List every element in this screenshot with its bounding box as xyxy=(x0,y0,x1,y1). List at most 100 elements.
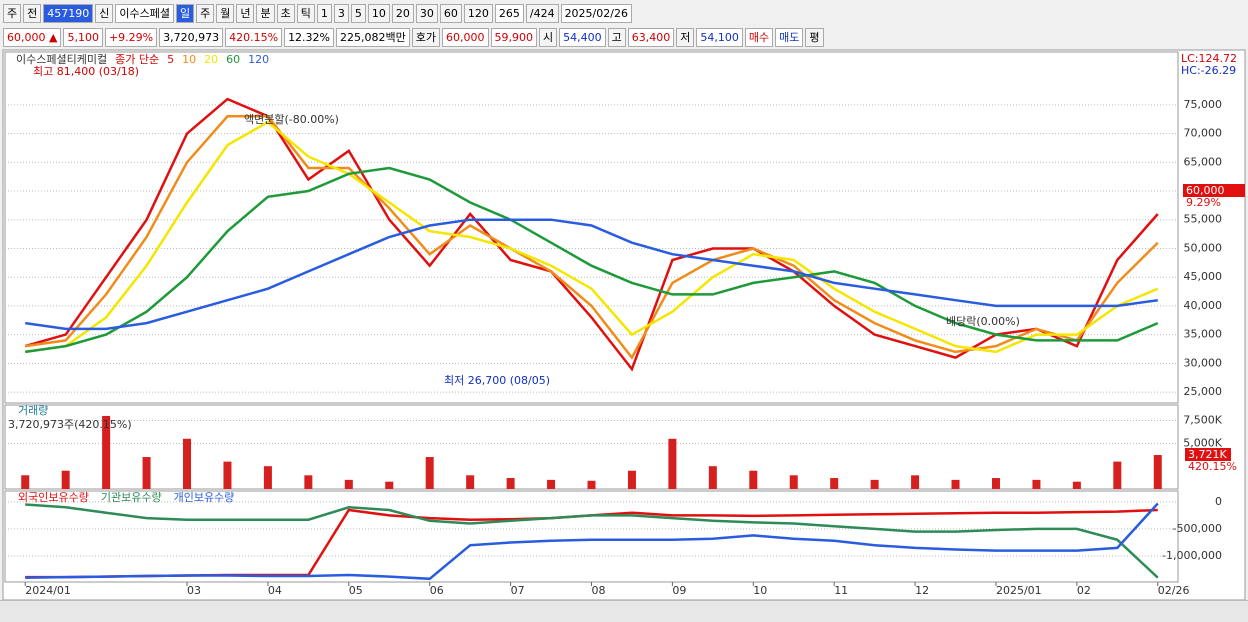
legend-entry: 20 xyxy=(204,53,218,66)
legend-entry: 10 xyxy=(182,53,196,66)
code-input[interactable]: 457190 xyxy=(43,4,94,23)
volume-bar xyxy=(547,479,556,489)
quote-ask: 60,000 xyxy=(442,28,489,47)
last-volume: 3,721K xyxy=(1188,448,1227,461)
quote-bid: 59,900 xyxy=(490,28,537,47)
sell-button[interactable]: 매도 xyxy=(775,28,804,47)
x-tick-label: 11 xyxy=(834,584,848,597)
y-tick-label: 35,000 xyxy=(1184,328,1223,341)
chart: 25,00030,00035,00040,00045,00050,00055,0… xyxy=(2,49,1246,600)
count-button[interactable]: 20 xyxy=(391,4,414,23)
quote-turnover: 12.32% xyxy=(284,28,335,47)
x-tick-label: 06 xyxy=(430,584,444,597)
series-line xyxy=(25,120,1159,354)
count-button[interactable]: 1 xyxy=(316,4,332,23)
period-select[interactable]: 주 xyxy=(3,4,22,23)
volume-bar xyxy=(1072,481,1081,489)
bar-count[interactable]: 265 xyxy=(494,4,524,23)
interval-button[interactable]: 일 xyxy=(175,4,195,23)
quote-price: 60,000 ▲ xyxy=(3,28,62,47)
last-change: 9.29% xyxy=(1186,196,1221,209)
x-tick-label: 09 xyxy=(672,584,686,597)
interval-button[interactable]: 분 xyxy=(256,4,275,23)
last-price: 60,000 xyxy=(1186,184,1225,197)
interval-button[interactable]: 틱 xyxy=(296,4,315,23)
volume-bar xyxy=(1153,455,1162,489)
volume-bar xyxy=(911,475,920,489)
prev-button[interactable]: 전 xyxy=(23,4,42,23)
count-button[interactable]: 10 xyxy=(367,4,390,23)
x-tick-label: 02 xyxy=(1077,584,1091,597)
y-tick-label: 7,500K xyxy=(1183,414,1222,427)
quote-volume: 3,720,973 xyxy=(159,28,224,47)
date-input[interactable]: 2025/02/26 xyxy=(560,4,632,23)
x-tick-label: 2025/01 xyxy=(996,584,1042,597)
eval-button[interactable]: 평 xyxy=(805,28,824,47)
volume-title: 거래량 xyxy=(18,404,48,417)
y-tick-label: -500,000 xyxy=(1173,522,1222,535)
last-volume-ratio: 420.15% xyxy=(1188,460,1237,473)
quote-volume-ratio: 420.15% xyxy=(225,28,283,47)
volume-bar xyxy=(344,479,353,489)
new-button[interactable]: 신 xyxy=(95,4,114,23)
quote-amount: 225,082백만 xyxy=(336,28,410,47)
y-tick-label: -1,000,000 xyxy=(1162,549,1222,562)
panel-frame xyxy=(4,51,1179,404)
quote-bar: 60,000 ▲ 5,100 +9.29% 3,720,973 420.15% 12.32… xyxy=(0,26,824,49)
quote-open: 54,400 xyxy=(559,28,606,47)
quote-ask-label: 호가 xyxy=(411,28,440,47)
count-button[interactable]: 120 xyxy=(463,4,493,23)
y-tick-label: 40,000 xyxy=(1184,299,1223,312)
series-line xyxy=(25,218,1158,331)
series-line xyxy=(25,503,1159,579)
volume-bar xyxy=(385,481,394,489)
count-button[interactable]: 60 xyxy=(439,4,462,23)
interval-button[interactable]: 초 xyxy=(276,4,295,23)
legend-entry: 5 xyxy=(167,53,174,66)
legend-entry: 120 xyxy=(248,53,269,66)
volume-bar xyxy=(102,415,111,489)
volume-bar xyxy=(749,470,758,489)
y-tick-label: 70,000 xyxy=(1184,127,1223,140)
y-tick-label: 0 xyxy=(1215,495,1222,508)
x-tick-label: 12 xyxy=(915,584,929,597)
x-tick-label: 10 xyxy=(753,584,767,597)
buy-button[interactable]: 매수 xyxy=(744,28,774,47)
x-tick-label: 2024/01 xyxy=(25,584,71,597)
volume-bar xyxy=(627,470,636,489)
count-button[interactable]: 30 xyxy=(415,4,438,23)
volume-bar xyxy=(991,478,1000,489)
volume-bar xyxy=(668,438,677,489)
y-tick-label: 5,000K xyxy=(1183,436,1222,449)
volume-bar xyxy=(142,457,151,489)
count-button[interactable]: 5 xyxy=(350,4,366,23)
interval-button[interactable]: 월 xyxy=(216,4,235,23)
count-button[interactable]: 3 xyxy=(333,4,349,23)
bar-total: /424 xyxy=(525,4,559,23)
y-tick-label: 45,000 xyxy=(1184,270,1223,283)
interval-button[interactable]: 년 xyxy=(236,4,255,23)
high-annotation: 최고 81,400 (03/18) xyxy=(33,65,139,78)
volume-bar xyxy=(61,470,70,489)
volume-bar xyxy=(21,475,30,489)
volume-bar xyxy=(587,480,596,489)
quote-open-label: 시 xyxy=(539,28,558,47)
x-tick-label: 07 xyxy=(511,584,525,597)
volume-bar xyxy=(708,466,717,489)
y-tick-label: 25,000 xyxy=(1184,385,1223,398)
low-annotation: 최저 26,700 (08/05) xyxy=(444,374,550,387)
legend-entry: 외국인보유수량 xyxy=(18,491,89,504)
legend-entry: 기관보유수량 xyxy=(101,491,162,504)
y-tick-label: 55,000 xyxy=(1184,213,1223,226)
series-line xyxy=(25,115,1159,360)
volume-bar xyxy=(466,475,475,489)
interval-button[interactable]: 주 xyxy=(196,4,215,23)
volume-bar xyxy=(506,478,515,489)
toolbar: 주 전 457190 신 이수스페셜 일 주 월 년 분 초 틱 1 3 5 10 20 30 60 120 265/4… xyxy=(0,2,632,25)
stock-name: 이수스페셜 xyxy=(115,4,174,23)
volume-bar xyxy=(830,478,839,489)
scrollbar[interactable] xyxy=(0,600,1248,622)
dividend-annotation: 배당락(0.00%) xyxy=(946,315,1020,328)
quote-low: 54,100 xyxy=(696,28,743,47)
